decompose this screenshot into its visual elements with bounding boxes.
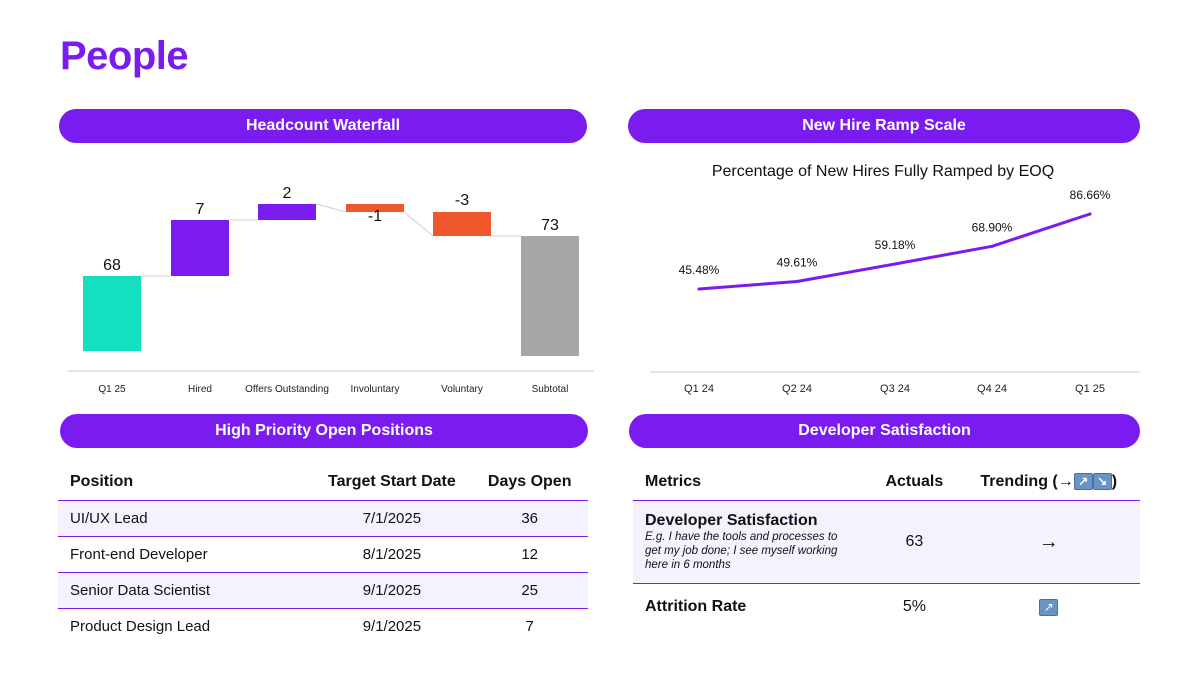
target-start-date-cell: 9/1/2025 — [312, 572, 472, 609]
table-row: Senior Data Scientist 9/1/2025 25 — [58, 572, 588, 609]
metric-name: Attrition Rate — [645, 598, 747, 615]
ramp-chart-title: Percentage of New Hires Fully Ramped by … — [712, 163, 1054, 180]
ramp-data-point — [795, 279, 799, 283]
days-open-cell: 25 — [471, 572, 588, 609]
trend-down-icon: ↘ — [1092, 473, 1112, 491]
metric-cell: Attrition Rate — [633, 584, 871, 631]
column-header-position: Position — [58, 464, 313, 501]
open-positions-header: High Priority Open Positions — [60, 414, 588, 448]
ramp-data-label: 68.90% — [972, 220, 1013, 234]
table-row: Attrition Rate 5% ↗ — [633, 584, 1140, 631]
position-cell: Product Design Lead — [70, 618, 211, 635]
column-header-days-open: Days Open — [471, 464, 588, 501]
column-header-trending: Trending (→ ↗ ↘) — [957, 464, 1140, 501]
waterfall-data-label: 2 — [283, 185, 292, 202]
x-tick-label: Q4 24 — [977, 383, 1007, 395]
ramp-data-label: 59.18% — [875, 238, 916, 252]
waterfall-connector — [403, 211, 434, 237]
new-hire-ramp-header: New Hire Ramp Scale — [628, 109, 1140, 143]
open-positions-table: Position Target Start Date Days Open UI/… — [58, 464, 588, 644]
target-start-date-cell: 8/1/2025 — [312, 536, 472, 573]
position-cell: Senior Data Scientist — [58, 572, 313, 609]
page-title: People — [60, 34, 189, 78]
ramp-data-label: 49.61% — [777, 255, 818, 269]
waterfall-bar-hired — [171, 220, 229, 276]
days-open-cell: 36 — [471, 500, 588, 537]
table-row: Product Design Lead 9/1/2025 7 — [58, 609, 588, 645]
trending-label-close: ) — [1111, 473, 1118, 490]
ramp-data-point — [893, 262, 897, 266]
developer-satisfaction-header: Developer Satisfaction — [629, 414, 1140, 448]
waterfall-bar-q1-25 — [83, 276, 141, 351]
x-tick-label: Offers Outstanding — [245, 384, 329, 395]
ramp-data-point — [697, 287, 701, 291]
waterfall-bar-subtotal — [521, 236, 579, 356]
developer-satisfaction-table: Metrics Actuals Trending (→ ↗ ↘) Developer… — [633, 464, 1140, 630]
x-tick-label: Hired — [188, 384, 212, 395]
ramp-data-label: 86.66% — [1070, 188, 1111, 202]
waterfall-data-label: -1 — [368, 208, 382, 225]
waterfall-bar-involuntary — [346, 204, 404, 212]
days-open-cell: 12 — [471, 536, 588, 573]
actual-value: 5% — [902, 598, 926, 615]
waterfall-data-label: 68 — [103, 257, 121, 274]
waterfall-bar-voluntary — [433, 212, 491, 236]
table-row: UI/UX Lead 7/1/2025 36 — [58, 500, 588, 537]
x-tick-label: Q1 25 — [98, 384, 126, 395]
position-cell: UI/UX Lead — [58, 500, 313, 537]
table-row: Front-end Developer 8/1/2025 12 — [58, 536, 588, 573]
target-start-date-cell: 7/1/2025 — [312, 500, 472, 537]
x-tick-label: Subtotal — [532, 384, 569, 395]
trend-up-icon: ↗ — [1073, 473, 1093, 491]
days-open-cell: 7 — [525, 618, 534, 635]
trend-cell: ↗ — [957, 584, 1140, 631]
waterfall-data-label: -3 — [455, 192, 469, 209]
ramp-data-point — [990, 244, 994, 248]
x-tick-label: Voluntary — [441, 384, 483, 395]
target-start-date-cell: 9/1/2025 — [362, 618, 422, 635]
table-header-row: Position Target Start Date Days Open — [58, 464, 588, 501]
trend-flat-icon: → — [957, 500, 1140, 584]
ramp-data-label: 45.48% — [679, 263, 720, 277]
metric-description: E.g. I have the tools and processes to g… — [645, 531, 838, 571]
x-tick-label: Q3 24 — [880, 383, 910, 395]
waterfall-data-label: 7 — [196, 201, 205, 218]
x-tick-label: Q1 25 — [1075, 383, 1105, 395]
waterfall-bar-offers-outstanding — [258, 204, 316, 220]
x-tick-label: Q1 24 — [684, 383, 714, 395]
headcount-waterfall-chart: 68 Q1 25 7 Hired 2 Offers Outstanding -1 Involu… — [68, 185, 594, 395]
waterfall-data-label: 73 — [541, 217, 559, 234]
new-hire-ramp-chart: Percentage of New Hires Fully Ramped by … — [650, 163, 1140, 395]
trend-up-icon: ↗ — [1039, 598, 1059, 616]
table-header-row: Metrics Actuals Trending (→ ↗ ↘) — [633, 464, 1140, 501]
x-tick-label: Q2 24 — [782, 383, 812, 395]
trending-label: Trending (→ — [980, 473, 1074, 490]
column-header-actuals: Actuals — [871, 464, 958, 501]
waterfall-connector — [315, 203, 347, 213]
metric-cell: Developer Satisfaction E.g. I have the t… — [633, 500, 872, 584]
table-row: Developer Satisfaction E.g. I have the t… — [633, 500, 1140, 584]
ramp-data-point — [1088, 212, 1092, 216]
actual-value: 63 — [871, 500, 958, 584]
column-header-target-start-date: Target Start Date — [312, 464, 472, 501]
headcount-waterfall-header: Headcount Waterfall — [59, 109, 587, 143]
column-header-metrics: Metrics — [633, 464, 872, 501]
position-cell: Front-end Developer — [58, 536, 313, 573]
x-tick-label: Involuntary — [351, 384, 400, 395]
metric-name: Developer Satisfaction — [645, 512, 818, 529]
